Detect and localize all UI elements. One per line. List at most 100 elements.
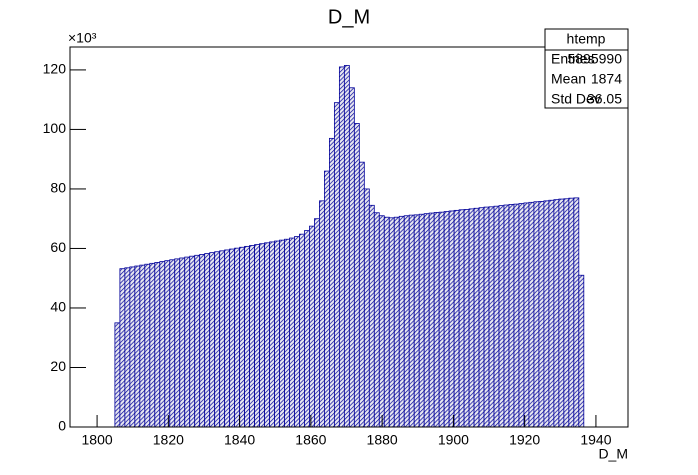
- bar: [403, 215, 410, 428]
- bar: [279, 239, 285, 428]
- bar: [473, 207, 480, 428]
- x-tick-label: 1940: [580, 432, 611, 448]
- bar: [333, 102, 340, 428]
- bar: [179, 257, 186, 428]
- bar: [119, 268, 126, 428]
- bar: [139, 264, 146, 428]
- bar: [343, 65, 350, 428]
- bar: [154, 262, 161, 428]
- bar: [264, 242, 270, 428]
- bar: [358, 161, 365, 428]
- bar: [159, 261, 166, 428]
- bar: [558, 198, 565, 428]
- bar: [234, 247, 241, 428]
- bar: [338, 66, 345, 428]
- bar: [418, 213, 425, 428]
- bar: [209, 252, 216, 428]
- y-tick-label: 0: [58, 418, 66, 434]
- bar: [129, 266, 136, 428]
- bar: [324, 170, 330, 428]
- bar: [189, 255, 196, 428]
- stats-label: Mean: [551, 71, 586, 87]
- bar: [329, 137, 335, 428]
- chart-title: D_M: [328, 6, 370, 28]
- bar: [299, 233, 305, 428]
- frame: [69, 46, 629, 428]
- bar: [478, 207, 485, 428]
- bar: [448, 210, 455, 428]
- bar: [578, 274, 585, 428]
- stats-title: htemp: [567, 31, 606, 47]
- x-tick-label: 1920: [509, 432, 540, 448]
- bar: [458, 209, 465, 428]
- bar: [269, 241, 275, 428]
- bar: [309, 225, 315, 428]
- bar: [563, 198, 570, 428]
- bar: [149, 262, 156, 428]
- bar: [368, 204, 375, 428]
- bar: [393, 216, 400, 428]
- bar: [219, 250, 226, 428]
- bar: [378, 215, 385, 428]
- bar: [443, 211, 450, 428]
- stats-frame: [544, 28, 629, 109]
- bar: [523, 202, 530, 428]
- bar: [508, 204, 515, 428]
- stats-value: 36.05: [587, 91, 622, 107]
- bar: [274, 240, 280, 428]
- bar: [204, 253, 211, 428]
- bar: [319, 200, 325, 428]
- bar: [164, 260, 171, 428]
- bar: [553, 199, 560, 428]
- bar: [498, 205, 505, 428]
- bar: [533, 201, 540, 428]
- x-tick-label: 1860: [295, 432, 326, 448]
- bar: [124, 267, 131, 428]
- x-axis-label: D_M: [598, 446, 628, 462]
- bar: [304, 230, 310, 428]
- bar: [528, 201, 535, 428]
- bar: [174, 258, 181, 428]
- bar: [144, 263, 151, 428]
- bar: [184, 256, 191, 428]
- y-tick-label: 80: [50, 180, 66, 196]
- bar: [413, 214, 420, 428]
- bar: [548, 199, 555, 428]
- bar: [568, 197, 575, 428]
- y-tick-label: 20: [50, 358, 66, 374]
- bar: [468, 208, 475, 428]
- bar: [493, 205, 500, 428]
- bar: [134, 265, 141, 428]
- stats-value: 1874: [591, 71, 622, 87]
- x-tick-label: 1880: [367, 432, 398, 448]
- stats-label: Entries: [551, 51, 595, 67]
- bar: [383, 216, 390, 428]
- bar: [239, 246, 245, 428]
- bar: [373, 212, 380, 428]
- bar: [543, 200, 550, 428]
- bar: [488, 206, 495, 428]
- x-tick-label: 1800: [82, 432, 113, 448]
- bar: [398, 215, 405, 428]
- bar: [114, 322, 121, 428]
- stats-value: 5895990: [567, 51, 622, 67]
- bar: [348, 87, 355, 428]
- y-exponent: ×10³: [68, 30, 97, 46]
- bar: [423, 213, 430, 428]
- bar: [388, 217, 395, 428]
- bar: [363, 188, 370, 428]
- bar: [199, 254, 206, 428]
- bar: [214, 251, 221, 428]
- y-tick-label: 60: [50, 239, 66, 255]
- bar: [518, 203, 525, 428]
- bar: [453, 209, 460, 428]
- stats-label: Std Dev: [551, 91, 601, 107]
- bar: [194, 254, 201, 428]
- bar: [244, 245, 250, 428]
- bar: [294, 236, 300, 428]
- y-tick-label: 40: [50, 299, 66, 315]
- bar: [169, 259, 176, 428]
- bar: [289, 237, 295, 428]
